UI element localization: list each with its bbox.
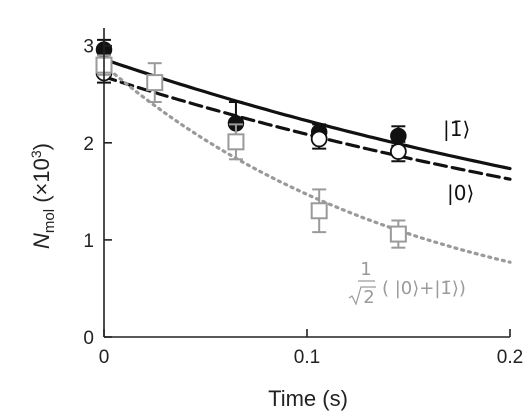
label-superposition-states: ( |0⟩+|1̄⟩) — [382, 278, 466, 299]
label-bar-one-state: |1̄⟩ — [443, 117, 470, 141]
y-axis-title-exp: 3 — [28, 150, 44, 158]
fit-curves — [102, 57, 512, 264]
point-open-square — [227, 133, 245, 151]
point-open-square — [310, 202, 328, 220]
point-open-circle — [310, 130, 328, 148]
label-superposition-frac-num: 1 — [360, 259, 371, 280]
y-axis-title-close: ) — [29, 143, 54, 150]
y-tick-label: 1 — [83, 231, 94, 252]
y-tick-label: 0 — [83, 328, 94, 349]
point-open-square — [146, 74, 164, 92]
label-superposition: 1 2 ( |0⟩+|1̄⟩) — [348, 259, 466, 308]
x-axis-title: Time (s) — [268, 386, 348, 411]
axes: 0 0.1 0.2 0 1 2 3 — [83, 28, 523, 368]
fit-curve-dashed — [102, 75, 512, 181]
y-tick-label: 2 — [83, 134, 94, 155]
y-axis-title-main: N — [29, 233, 54, 249]
x-tick-label: 0.2 — [497, 347, 523, 368]
y-axis-title-rest: (×10 — [29, 158, 54, 209]
label-superposition-frac-den: 2 — [363, 287, 374, 308]
y-tick-label: 3 — [83, 37, 94, 58]
point-open-square — [389, 225, 407, 243]
fit-curve-dotted — [102, 63, 512, 264]
point-open-circle — [389, 143, 407, 160]
x-tick-label: 0.1 — [294, 347, 320, 368]
x-tick-label: 0 — [99, 347, 110, 368]
label-zero-state: |0⟩ — [447, 181, 474, 205]
y-axis-title-sub: mol — [41, 209, 58, 233]
y-axis-title: Nmol (×103) — [28, 143, 58, 249]
data-points — [95, 38, 407, 249]
fit-curve-solid — [102, 57, 512, 171]
